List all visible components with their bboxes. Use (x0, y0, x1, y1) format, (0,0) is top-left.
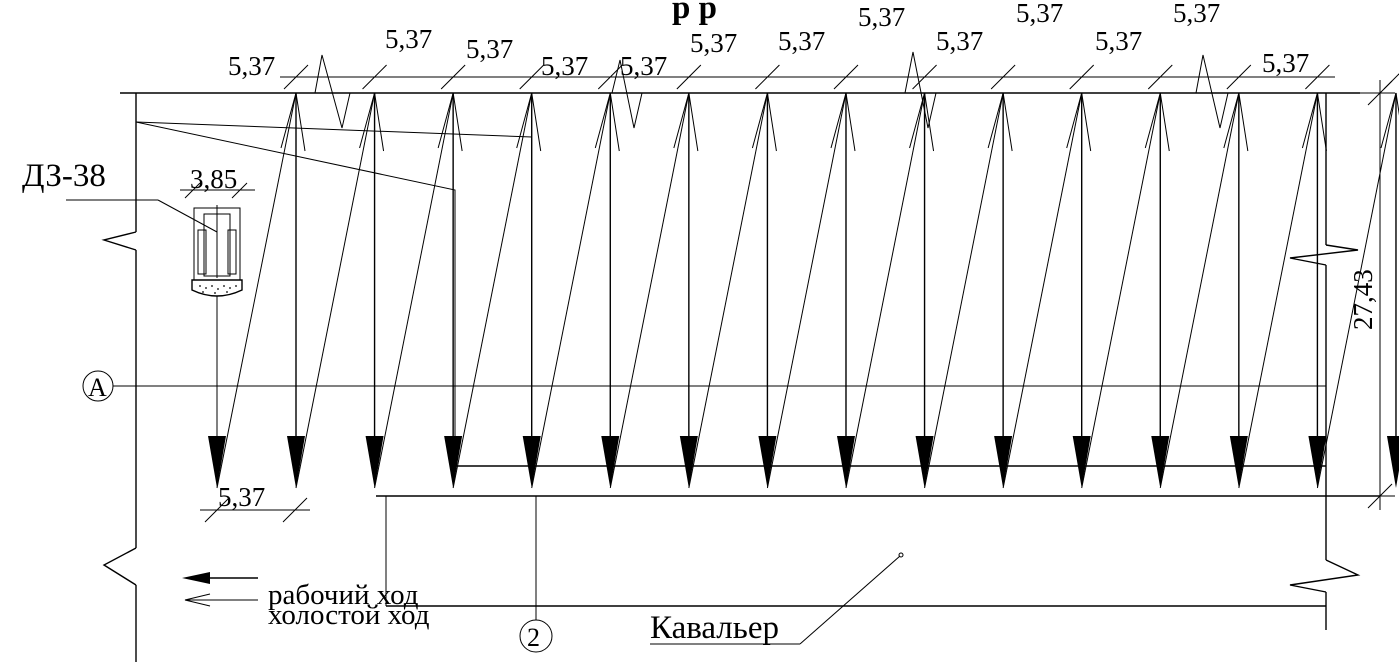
top-dim-label: 5,37 (1095, 26, 1142, 56)
top-dim-label: 5,37 (385, 24, 432, 54)
machine-label: ДЗ-38 (22, 158, 106, 194)
pass-3 (374, 92, 463, 489)
legend: рабочий ход холостой ход (182, 572, 430, 631)
break-marks (314, 51, 1229, 129)
pass-13 (1159, 92, 1249, 489)
pass-11 (1002, 92, 1092, 489)
top-dim-label: 5,37 (228, 51, 275, 81)
working-arrow (679, 436, 698, 488)
legend-working: рабочий ход (268, 579, 419, 611)
pass-5 (531, 92, 620, 489)
spoil-label: Кавальер (650, 610, 779, 646)
pass-arrows (208, 92, 1399, 489)
working-arrow (444, 436, 463, 488)
pass-15 (1316, 92, 1399, 489)
pass-2 (295, 92, 385, 489)
legend-idle: холостой ход (268, 599, 430, 631)
top-dim-label: 5,37 (541, 51, 588, 81)
working-arrow (1308, 436, 1327, 488)
top-dim-label: 5,37 (1173, 0, 1220, 28)
site-outline (101, 92, 1380, 662)
working-arrow (365, 436, 384, 488)
spoil-bank-label: Кавальер (650, 552, 904, 646)
working-arrow (915, 436, 934, 488)
pass-1 (216, 92, 306, 489)
working-arrow (994, 436, 1013, 488)
working-arrow (1151, 436, 1170, 488)
axis-2: 2 (519, 496, 553, 653)
pass-12 (1081, 92, 1170, 489)
top-dim-label: 5,37 (620, 51, 667, 81)
bottom-dimension: 5,37 (200, 482, 310, 523)
axis-a: А (82, 370, 1326, 402)
top-dim-label: 5,37 (778, 26, 825, 56)
bottom-dim-label: 5,37 (218, 482, 265, 512)
top-dimension-line: 5,37 5,37 5,37 5,37 5,37 5,37 5,37 5,37 5,37 5,37… (228, 0, 1399, 90)
title-fragment: р р (672, 0, 717, 26)
top-dim-label: 5,37 (936, 26, 983, 56)
bulldozer-dz38: ДЗ-38 3,85 (22, 158, 255, 440)
working-arrow (836, 436, 855, 488)
working-arrow (287, 436, 305, 488)
working-arrow (601, 436, 620, 488)
axis-2-label: 2 (527, 623, 540, 652)
vertical-dimension: 27,43 (1348, 80, 1395, 510)
working-arrow (208, 436, 226, 488)
working-arrow (1229, 436, 1248, 488)
working-arrow (522, 436, 541, 488)
working-arrow (758, 436, 777, 488)
pass-9 (845, 92, 935, 489)
top-dim-label: 5,37 (1016, 0, 1063, 28)
pass-14 (1238, 92, 1327, 489)
top-dim-label: 5,37 (858, 2, 905, 32)
pass-7 (688, 92, 777, 489)
axis-a-label: А (88, 373, 107, 402)
pass-10 (924, 92, 1013, 489)
working-arrow (1072, 436, 1091, 488)
top-dim-label: 5,37 (690, 28, 737, 58)
machine-width-dim: 3,85 (190, 164, 237, 194)
top-dim-label: 5,37 (466, 34, 513, 64)
working-arrow (1386, 436, 1399, 488)
pass-4 (452, 92, 542, 489)
vertical-dim-label: 27,43 (1348, 269, 1378, 330)
pass-start (208, 436, 226, 488)
top-dim-label: 5,37 (1262, 48, 1309, 78)
pass-6 (609, 92, 699, 489)
pass-8 (766, 92, 856, 489)
